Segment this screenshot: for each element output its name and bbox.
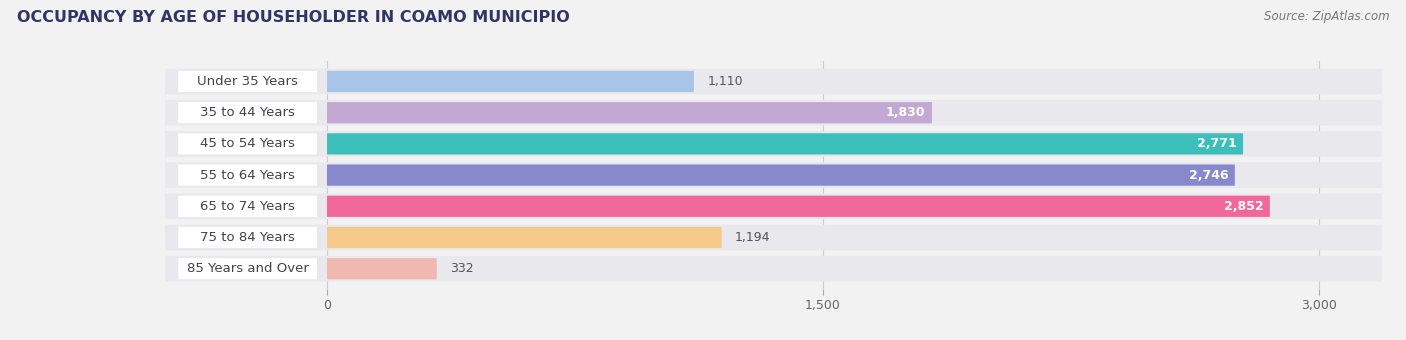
Text: 2,852: 2,852 bbox=[1223, 200, 1263, 213]
Text: 2,771: 2,771 bbox=[1197, 137, 1236, 150]
FancyBboxPatch shape bbox=[179, 133, 318, 154]
Text: 1,110: 1,110 bbox=[707, 75, 742, 88]
Text: 65 to 74 Years: 65 to 74 Years bbox=[200, 200, 295, 213]
FancyBboxPatch shape bbox=[179, 102, 318, 123]
Text: OCCUPANCY BY AGE OF HOUSEHOLDER IN COAMO MUNICIPIO: OCCUPANCY BY AGE OF HOUSEHOLDER IN COAMO… bbox=[17, 10, 569, 25]
FancyBboxPatch shape bbox=[179, 258, 318, 279]
FancyBboxPatch shape bbox=[179, 165, 318, 186]
FancyBboxPatch shape bbox=[179, 227, 318, 248]
Text: 35 to 44 Years: 35 to 44 Years bbox=[200, 106, 295, 119]
Text: 1,830: 1,830 bbox=[886, 106, 925, 119]
FancyBboxPatch shape bbox=[328, 71, 695, 92]
Text: 55 to 64 Years: 55 to 64 Years bbox=[200, 169, 295, 182]
FancyBboxPatch shape bbox=[328, 227, 721, 248]
Text: 2,746: 2,746 bbox=[1188, 169, 1229, 182]
FancyBboxPatch shape bbox=[328, 196, 1270, 217]
Text: 1,194: 1,194 bbox=[735, 231, 770, 244]
Text: 332: 332 bbox=[450, 262, 474, 275]
Text: 75 to 84 Years: 75 to 84 Years bbox=[200, 231, 295, 244]
FancyBboxPatch shape bbox=[328, 102, 932, 123]
FancyBboxPatch shape bbox=[179, 196, 318, 217]
FancyBboxPatch shape bbox=[165, 131, 1382, 157]
Text: 85 Years and Over: 85 Years and Over bbox=[187, 262, 308, 275]
FancyBboxPatch shape bbox=[165, 256, 1382, 282]
FancyBboxPatch shape bbox=[165, 162, 1382, 188]
Text: 45 to 54 Years: 45 to 54 Years bbox=[200, 137, 295, 150]
Text: Source: ZipAtlas.com: Source: ZipAtlas.com bbox=[1264, 10, 1389, 23]
FancyBboxPatch shape bbox=[328, 258, 437, 279]
FancyBboxPatch shape bbox=[165, 69, 1382, 94]
FancyBboxPatch shape bbox=[328, 165, 1234, 186]
FancyBboxPatch shape bbox=[165, 193, 1382, 219]
FancyBboxPatch shape bbox=[165, 225, 1382, 250]
Text: Under 35 Years: Under 35 Years bbox=[197, 75, 298, 88]
FancyBboxPatch shape bbox=[328, 133, 1243, 154]
FancyBboxPatch shape bbox=[165, 100, 1382, 125]
FancyBboxPatch shape bbox=[179, 71, 318, 92]
